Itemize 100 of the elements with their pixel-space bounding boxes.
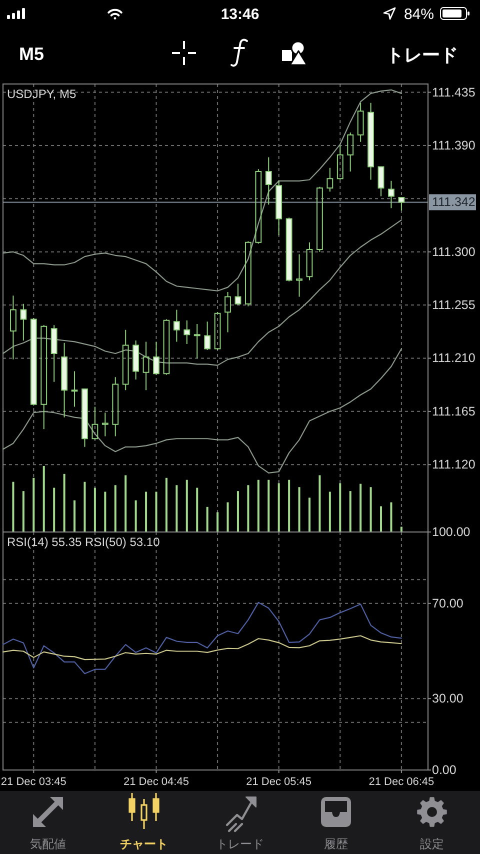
y-tick-label: 111.210 [432,351,476,366]
bar [288,480,290,532]
line-series [2,602,402,674]
candlestick [255,168,262,244]
bar [370,487,372,532]
bar [176,485,178,532]
bar [114,485,116,532]
candlestick [316,186,323,252]
text: 気配値 [30,837,66,851]
text: トレード [216,837,264,851]
y-tick-label: 111.300 [432,244,476,259]
candlestick [40,324,48,430]
bar [145,492,148,532]
bar [104,492,106,532]
bar [216,512,219,532]
text: 履歴 [324,837,348,851]
candlestick [336,144,344,180]
bar [63,474,66,532]
candlestick [122,329,129,391]
x-tick-label: 21 Dec 06:45 [368,776,434,788]
chart-title: USDJPY, M5 [7,87,76,101]
text: チャート [120,837,168,851]
bar [298,487,300,532]
bar [257,480,260,532]
bar [196,488,198,532]
candlestick [234,283,242,306]
candlestick [102,412,108,437]
text: M5 [19,44,44,64]
candlestick [142,341,150,391]
line-series [2,635,402,660]
x-tick-label: 21 Dec 03:45 [0,776,66,788]
candlestick [163,318,170,376]
bar [268,480,270,532]
candlestick [61,342,68,418]
bar [84,482,86,532]
bar [134,500,137,532]
y-tick-label: 111.165 [432,404,476,418]
candlestick [214,312,221,350]
bar [226,502,229,532]
candlestick [265,156,272,206]
bar [22,491,24,532]
y-tick-label: 30.00 [432,692,464,706]
candlestick [153,341,160,376]
bar [124,475,127,532]
candlestick [30,318,37,406]
bar [339,483,342,532]
text: 13:46 [220,6,260,23]
candlestick [326,167,334,192]
candlestick [368,102,374,180]
bar [380,506,382,532]
candlestick [286,217,292,282]
ref-line-label: 111.342 [432,195,476,210]
text: 設定 [420,837,444,851]
text: トレード [386,45,458,65]
y-tick-label: 111.435 [432,85,476,100]
candlestick [204,321,211,350]
bar [53,488,56,532]
bar [308,498,310,532]
candlestick [244,240,252,307]
y-tick-label: 0.00 [432,763,456,777]
candlestick [184,320,190,345]
candlestick [296,254,302,298]
y-tick-label: 111.390 [432,138,476,152]
x-tick-label: 21 Dec 04:45 [124,776,189,788]
chart-title: RSI(14) 55.35 RSI(50) 53.10 [7,535,160,549]
x-tick-label: 21 Dec 05:45 [246,776,312,788]
y-tick-label: 111.120 [432,458,476,472]
bar [186,480,188,532]
bar [206,506,208,532]
bar [278,483,280,532]
candlestick [276,180,282,236]
candlestick [224,292,231,333]
bar [318,475,321,532]
bar [247,485,250,532]
candlestick [173,309,180,342]
bar [12,482,14,532]
bar [390,502,392,532]
candlestick [50,324,58,382]
candlestick [132,340,140,380]
bar [400,526,402,532]
candlestick [112,376,119,437]
line-series [2,219,402,366]
bar [74,500,76,532]
y-tick-label: 100.00 [432,525,470,539]
candlestick [10,295,16,360]
candlestick [20,303,27,342]
candlestick [194,323,200,359]
text: 84% [404,6,434,23]
bar [165,478,168,532]
bar [32,478,35,532]
candlestick [378,166,384,197]
bar [155,492,158,532]
y-tick-label: 111.255 [432,298,476,312]
candlestick [82,388,88,448]
candlestick [347,132,354,172]
bar [360,484,362,532]
candlestick [357,102,364,142]
bar [42,466,45,532]
bar [94,488,96,532]
candlestick [306,242,313,281]
